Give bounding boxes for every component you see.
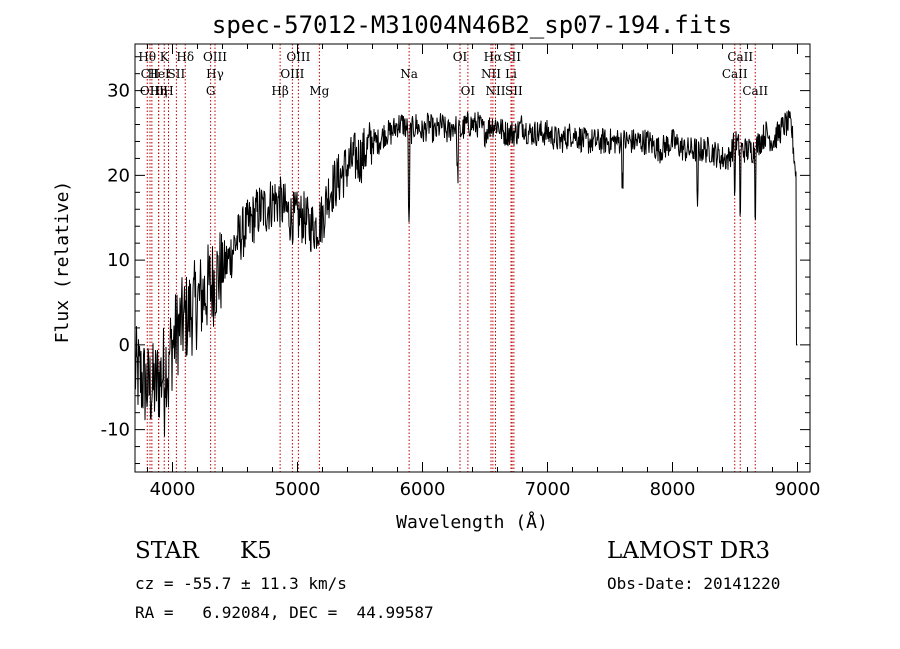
y-tick-label: -10 [101, 420, 130, 441]
chart-title: spec-57012-M31004N46B2_sp07-194.fits [212, 11, 732, 39]
survey-name: LAMOST DR3 [607, 538, 771, 564]
plot-frame [134, 43, 811, 473]
spectral-line-label: G [206, 84, 216, 98]
spectral-line-label: Na [400, 67, 418, 81]
spectral-line-label: CaII [727, 50, 753, 64]
spectral-line-label: SII [505, 84, 523, 98]
x-tick-label: 4000 [150, 479, 196, 500]
spectral-line-label: NII [481, 67, 501, 81]
spectrum-line [134, 109, 798, 437]
observation-date: Obs-Date: 20141220 [607, 574, 781, 593]
spectral-line-label: OIII [140, 84, 164, 98]
spectral-line-label: Hα [484, 50, 503, 64]
spectral-line-label: HeI [147, 67, 170, 81]
spectral-line-label: K [160, 50, 170, 64]
y-tick-label: 20 [107, 165, 130, 186]
spectral-line-label: SII [168, 67, 186, 81]
spectral-line-label: OIII [286, 50, 310, 64]
spectral-line-label: SII [503, 50, 521, 64]
spectral-line-label: CII [141, 67, 160, 81]
x-tick-label: 5000 [275, 479, 321, 500]
x-tick-label: 6000 [400, 479, 446, 500]
x-tick-label: 9000 [775, 479, 821, 500]
y-tick-label: 30 [107, 81, 130, 102]
x-axis-label: Wavelength (Å) [396, 511, 548, 533]
spectral-line-label: OI [461, 84, 476, 98]
x-tick-label: 8000 [650, 479, 696, 500]
redshift-velocity: cz = -55.7 ± 11.3 km/s [135, 574, 347, 593]
spectral-line-label: Hγ [206, 67, 224, 81]
spectral-line-label: Hη [150, 84, 168, 98]
y-axis-label: Flux (relative) [52, 181, 73, 344]
x-tick-label: 7000 [525, 479, 571, 500]
spectral-line-label: Mg [309, 84, 329, 98]
spectral-line-label: Hθ [138, 50, 156, 64]
spectral-line-label: CaII [742, 84, 768, 98]
y-tick-label: 0 [119, 335, 130, 356]
spectral-line-label: CaII [722, 67, 748, 81]
spectral-line-label: Hβ [271, 84, 288, 98]
spectral-line-label: OIII [203, 50, 227, 64]
spectral-line-label: H [163, 84, 173, 98]
object-class: STAR [135, 538, 199, 564]
object-subclass: K5 [240, 538, 272, 564]
spectral-line-label: Hδ [176, 50, 194, 64]
spectral-line-label: NII [486, 84, 506, 98]
spectrum-chart: spec-57012-M31004N46B2_sp07-194.fits Hθ C… [52, 11, 821, 533]
spectral-line-label: OI [453, 50, 468, 64]
sky-coordinates: RA = 6.92084, DEC = 44.99587 [135, 603, 434, 622]
y-tick-label: 10 [107, 250, 130, 271]
spectral-line-label: OIII [280, 67, 304, 81]
spectral-line-label: Li [505, 67, 517, 81]
plot-area: Hθ CII OIII HeI Hη K H SII Hδ OIII Hγ G Hβ OIII OIII Mg… [101, 44, 821, 500]
